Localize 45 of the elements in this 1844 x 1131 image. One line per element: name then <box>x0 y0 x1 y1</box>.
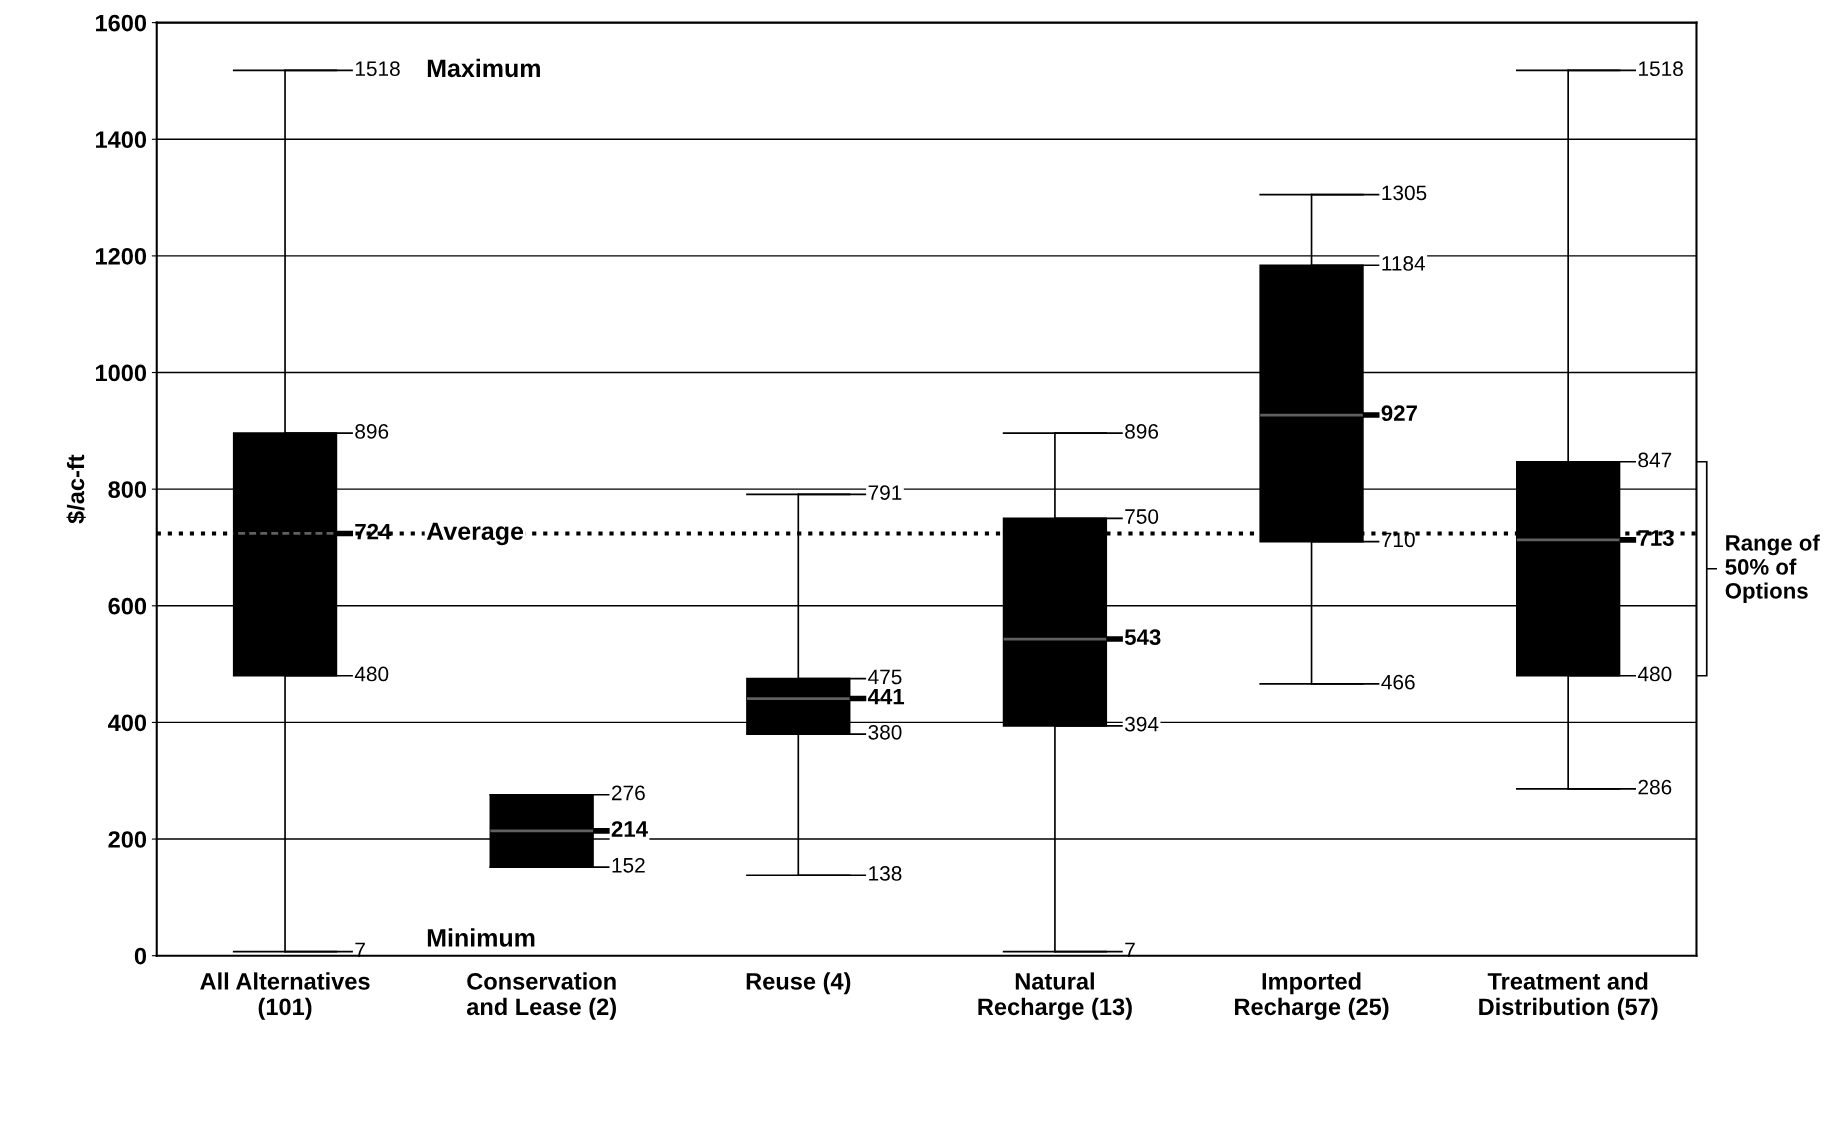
annotation: 380 <box>868 724 902 740</box>
y-tick-label: 1000 <box>95 364 147 382</box>
annotation: Maximum <box>427 58 540 78</box>
annotation: 1184 <box>1382 256 1426 271</box>
y-tick-label: 200 <box>108 831 147 848</box>
ref-line-label: Average <box>426 522 524 546</box>
annotation: 138 <box>869 866 902 881</box>
x-tick-label: Conservation and Lease (2) <box>466 972 616 1020</box>
x-tick-label: Treatment and Distribution (57) <box>1479 972 1658 1020</box>
annotation: 543 <box>1124 629 1161 646</box>
x-tick-label: Reuse (4) <box>746 972 851 995</box>
annotation: 713 <box>1638 530 1674 546</box>
annotation: 214 <box>611 821 648 837</box>
y-tick-label: 1200 <box>95 247 147 265</box>
annotation: 927 <box>1381 405 1417 422</box>
annotation: 1518 <box>1639 61 1683 77</box>
annotation: 1518 <box>355 61 400 77</box>
annotation: 466 <box>1381 674 1415 690</box>
y-tick-label: 1400 <box>95 131 147 149</box>
annotation: 394 <box>1125 716 1159 732</box>
annotation: Minimum <box>427 928 535 947</box>
annotation: 480 <box>1637 666 1672 682</box>
y-tick-label: 800 <box>108 481 147 498</box>
y-axis-title: $/ac-ft <box>66 454 86 524</box>
annotation: 791 <box>868 485 902 500</box>
annotation: 276 <box>612 785 645 801</box>
annotation: 441 <box>867 688 905 705</box>
annotation: 847 <box>1638 452 1672 468</box>
x-tick-label: All Alternatives (101) <box>200 972 370 1020</box>
x-tick-label: Natural Recharge (13) <box>978 972 1132 1020</box>
y-tick-label: 0 <box>134 947 147 965</box>
annotation: 896 <box>1125 424 1159 439</box>
annotation: 480 <box>354 666 389 682</box>
annotation: 152 <box>612 857 645 873</box>
y-tick-label: 1600 <box>95 14 147 32</box>
annotation: 750 <box>1125 509 1159 524</box>
text: Range of 50% of Options <box>1725 534 1820 604</box>
annotation: 286 <box>1638 779 1672 795</box>
x-tick-label: Imported Recharge (25) <box>1235 972 1389 1020</box>
y-tick-label: 600 <box>108 597 147 615</box>
annotation: 896 <box>355 424 389 439</box>
annotation: 724 <box>355 523 392 540</box>
y-tick-label: 400 <box>107 714 147 732</box>
annotation: 475 <box>868 669 902 685</box>
annotation: 1305 <box>1382 185 1427 201</box>
